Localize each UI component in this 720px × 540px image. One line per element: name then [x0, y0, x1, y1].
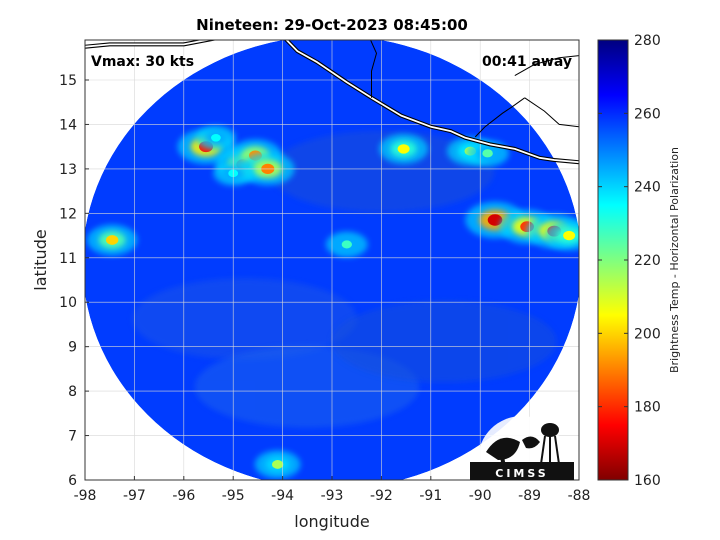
x-tick-label: -89 — [518, 488, 541, 504]
x-tick-label: -88 — [568, 488, 591, 504]
coastline — [85, 40, 579, 164]
feature-core — [563, 230, 576, 241]
swath-texture — [269, 130, 495, 213]
y-tick-label: 8 — [68, 384, 77, 400]
x-tick-label: -98 — [74, 488, 97, 504]
x-tick-labels: -98 -97 -96 -95 -94 -93 -92 -91 -90 -89 -88 — [74, 488, 591, 504]
chart-title: Nineteen: 29-Oct-2023 08:45:00 — [196, 16, 468, 34]
colorbar-tick-label: 180 — [634, 400, 661, 416]
feature-core — [105, 235, 119, 245]
colorbar-label: Brightness Temp - Horizontal Polarizatio… — [668, 147, 681, 373]
colorbar-tick-label: 220 — [634, 253, 661, 269]
y-tick-label: 11 — [59, 251, 77, 267]
y-tick-label: 15 — [59, 73, 77, 89]
y-tick-label: 13 — [59, 162, 77, 178]
country-border — [474, 97, 525, 138]
logo-text: CIMSS — [495, 467, 548, 480]
y-tick-label: 7 — [68, 429, 77, 445]
y-tick-label: 9 — [68, 340, 77, 356]
vmax-annotation: Vmax: 30 kts — [91, 54, 194, 70]
x-tick-label: -92 — [370, 488, 393, 504]
y-axis-label: latitude — [31, 229, 50, 290]
x-tick-label: -97 — [123, 488, 146, 504]
colorbar-ticks: 160 180 200 220 240 260 280 — [598, 33, 661, 489]
y-tick-label: 14 — [59, 117, 77, 133]
feature-core — [482, 149, 493, 158]
colorbar: 160 180 200 220 240 260 280 Brightness Temp - … — [597, 33, 681, 489]
swath-texture — [332, 300, 557, 383]
map-coastline — [85, 40, 579, 165]
y-tick-labels: 6 7 8 9 10 11 12 13 14 15 — [59, 73, 77, 489]
swath-texture — [132, 278, 357, 360]
plot-area — [84, 39, 580, 481]
x-tick-label: -90 — [469, 488, 492, 504]
grid-lines — [84, 40, 580, 481]
country-border — [370, 40, 378, 98]
feature-core — [487, 214, 503, 226]
colorbar-tick-label: 160 — [634, 473, 661, 489]
x-tick-label: -95 — [222, 488, 245, 504]
x-tick-label: -94 — [271, 488, 294, 504]
feature-core — [211, 133, 221, 142]
colorbar-tick-label: 260 — [634, 106, 661, 122]
country-border — [514, 55, 579, 77]
cimss-logo: CIMSS — [470, 416, 574, 480]
feature-core — [397, 144, 410, 154]
colorbar-tick-label: 200 — [634, 326, 661, 342]
y-tick-label: 6 — [68, 473, 77, 489]
x-axis-label: longitude — [294, 512, 369, 531]
colorbar-gradient — [597, 39, 629, 481]
y-tick-label: 10 — [59, 295, 77, 311]
feature-core — [272, 460, 284, 469]
x-tick-label: -93 — [321, 488, 344, 504]
colorbar-tick-label: 240 — [634, 180, 661, 196]
x-tick-label: -96 — [172, 488, 195, 504]
feature-core — [341, 240, 352, 249]
time-away-annotation: 00:41 away — [482, 54, 572, 70]
plot-frame — [84, 39, 580, 481]
x-tick-label: -91 — [419, 488, 442, 504]
colorbar-tick-label: 280 — [634, 33, 661, 49]
country-border — [524, 97, 579, 128]
y-tick-label: 12 — [59, 206, 77, 222]
